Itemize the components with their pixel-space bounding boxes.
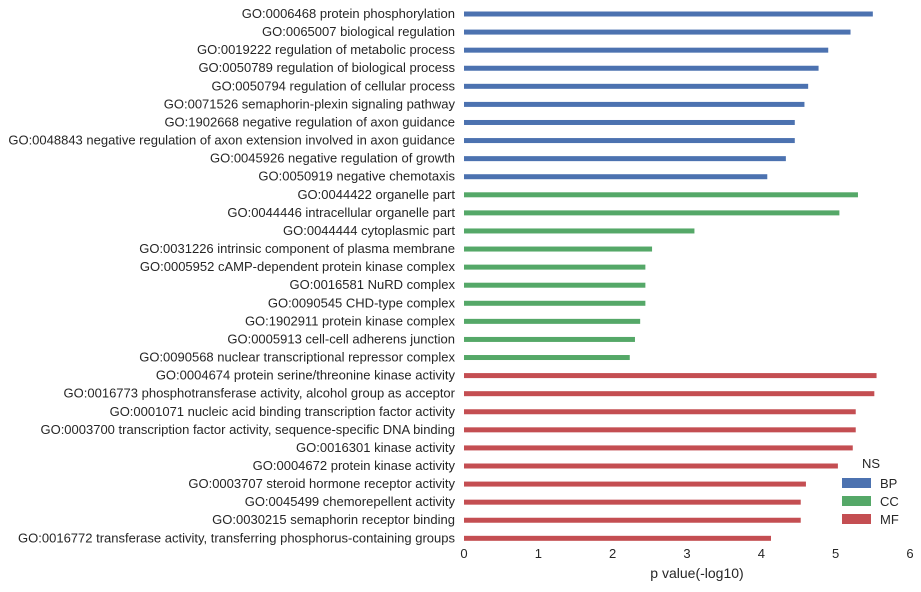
category-label: GO:0065007 biological regulation [262,24,455,39]
bar-mf [464,481,806,487]
bar-cc [464,228,695,234]
category-label: GO:0006468 protein phosphorylation [242,6,455,21]
category-label: GO:0005913 cell-cell adherens junction [227,331,455,346]
bar-bp [464,29,851,35]
bar-mf [464,409,856,415]
legend-label-mf: MF [880,512,899,527]
category-label: GO:0044422 organelle part [297,187,455,202]
category-label: GO:0005952 cAMP-dependent protein kinase… [140,259,456,274]
category-label: GO:0030215 semaphorin receptor binding [212,512,455,527]
category-label: GO:0031226 intrinsic component of plasma… [139,241,455,256]
legend-swatch-cc [842,496,871,506]
bar-bp [464,47,829,53]
category-label: GO:0071526 semaphorin-plexin signaling p… [164,96,456,111]
bar-cc [464,192,858,198]
bar-bp [464,11,873,17]
bar-mf [464,391,875,397]
category-label: GO:0003707 steroid hormone receptor acti… [188,476,455,491]
category-label: GO:0044444 cytoplasmic part [283,223,455,238]
bar-cc [464,355,630,361]
bar-mf [464,535,771,541]
category-label: GO:1902911 protein kinase complex [245,313,456,328]
category-label: GO:0004672 protein kinase activity [253,458,456,473]
x-axis-label: p value(-log10) [650,565,743,581]
category-label: GO:1902668 negative regulation of axon g… [164,114,455,129]
bar-cc [464,264,646,270]
category-label: GO:0016773 phosphotransferase activity, … [64,386,456,401]
x-tick-label: 3 [683,546,690,561]
x-tick-label: 4 [758,546,765,561]
bar-bp [464,138,795,144]
bar-mf [464,499,801,505]
category-label: GO:0016772 transferase activity, transfe… [18,530,455,545]
bar-mf [464,517,801,523]
bar-mf [464,373,877,379]
category-label: GO:0019222 regulation of metabolic proce… [197,42,455,57]
bars-layer [464,11,877,541]
bar-cc [464,318,641,324]
bar-cc [464,210,840,216]
category-label: GO:0090568 nuclear transcriptional repre… [139,350,455,365]
category-label: GO:0001071 nucleic acid binding transcri… [110,404,456,419]
bar-cc [464,336,635,342]
x-tick-label: 6 [906,546,913,561]
category-label: GO:0016581 NuRD complex [290,277,456,292]
x-tick-label: 5 [832,546,839,561]
bar-mf [464,427,856,433]
category-label: GO:0003700 transcription factor activity… [40,422,455,437]
category-label: GO:0016301 kinase activity [296,440,455,455]
legend-label-cc: CC [880,494,899,509]
bar-cc [464,282,646,288]
category-label: GO:0090545 CHD-type complex [268,295,456,310]
category-label: GO:0050919 negative chemotaxis [258,169,455,184]
legend-label-bp: BP [880,476,897,491]
x-axis-ticks: 0 1 2 3 4 5 6 [460,546,913,561]
category-label: GO:0050794 regulation of cellular proces… [211,78,455,93]
category-label: GO:0044446 intracellular organelle part [227,205,455,220]
x-tick-label: 0 [460,546,467,561]
bar-cc [464,246,653,252]
category-labels: GO:0006468 protein phosphorylation GO:006… [8,6,455,545]
bar-bp [464,83,809,89]
legend-title: NS [862,456,880,471]
category-label: GO:0050789 regulation of biological proc… [198,60,455,75]
x-tick-label: 1 [535,546,542,561]
legend-swatch-bp [842,478,871,488]
x-tick-label: 2 [609,546,616,561]
bar-mf [464,445,853,451]
bar-bp [464,119,795,125]
bar-bp [464,174,768,180]
bar-cc [464,300,646,306]
legend-swatch-mf [842,514,871,524]
bar-mf [464,463,838,469]
category-label: GO:0045499 chemorepellent activity [245,494,456,509]
category-label: GO:0045926 negative regulation of growth [210,151,455,166]
category-label: GO:0004674 protein serine/threonine kina… [156,368,456,383]
bar-bp [464,101,805,107]
bar-bp [464,156,786,162]
category-label: GO:0048843 negative regulation of axon e… [8,133,455,148]
bar-bp [464,65,819,71]
